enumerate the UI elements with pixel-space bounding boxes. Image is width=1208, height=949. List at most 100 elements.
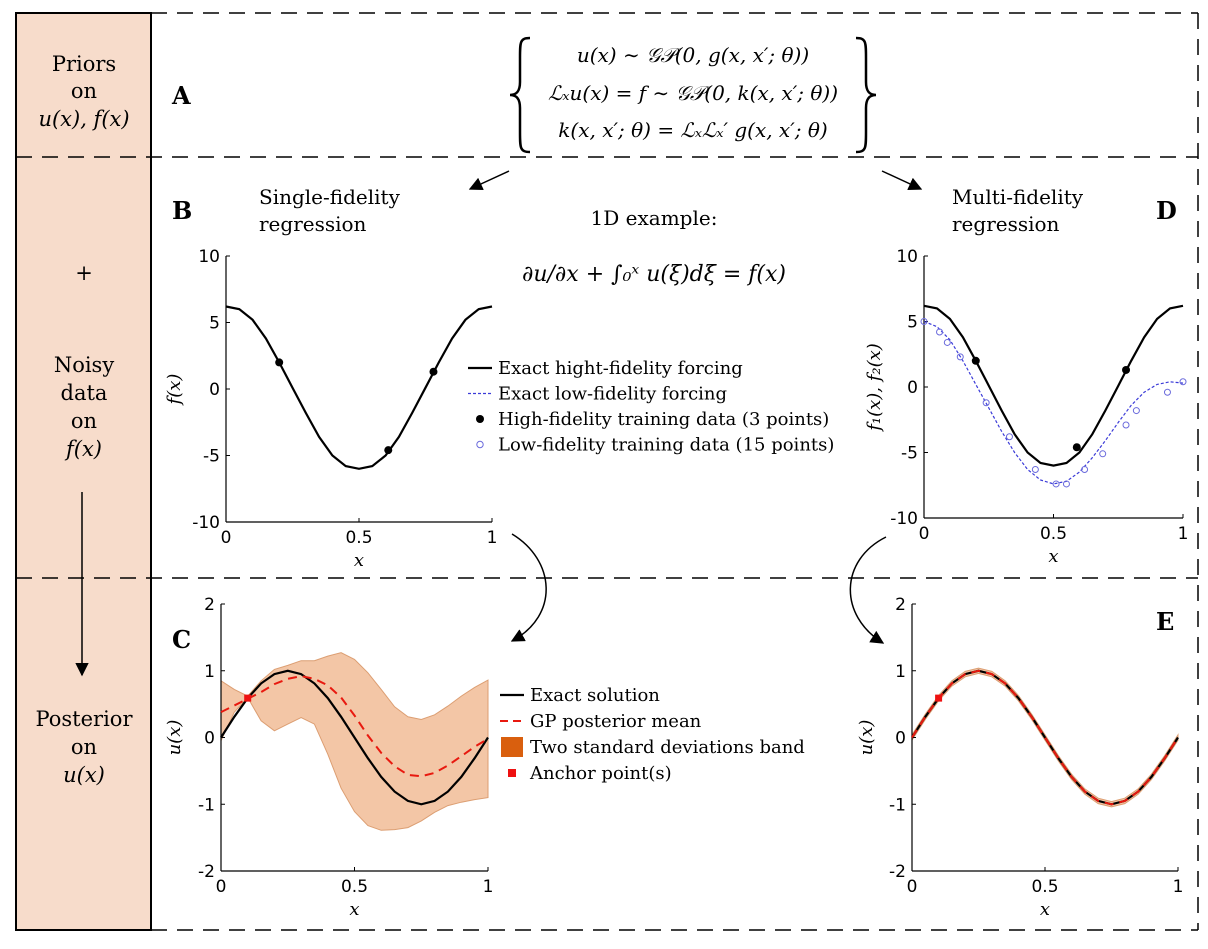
chart-d-low-fidelity-point bbox=[920, 318, 928, 325]
chart-e-x-tick-label: 0 bbox=[907, 877, 918, 897]
chart-c-x-tick-label: 1 bbox=[483, 877, 494, 897]
chart-e-y-label: u(x) bbox=[856, 720, 877, 756]
chart-d-high-fidelity-point bbox=[1122, 365, 1131, 374]
chart-b-high-fidelity-point bbox=[384, 446, 393, 455]
chart-e-x-tick-label: 1 bbox=[1173, 877, 1184, 897]
chart-c-x-tick-label: 0.5 bbox=[341, 877, 368, 897]
panel-letter-b: B bbox=[172, 196, 192, 225]
chart-e-anchor-point bbox=[935, 694, 943, 702]
legend-anchor-swatch bbox=[508, 769, 516, 777]
chart-d-low-fidelity-point bbox=[956, 353, 964, 361]
left-brace bbox=[509, 36, 531, 154]
chart-d-low-fidelity-point bbox=[1052, 480, 1060, 488]
legend-label: Two standard deviations band bbox=[530, 737, 805, 758]
sidebar-priors-vars: u(x), f(x) bbox=[38, 107, 129, 131]
chart-d-series-line-dotted bbox=[923, 320, 1184, 485]
chart-d-high-fidelity-point bbox=[1072, 443, 1081, 452]
legend-label: Exact solution bbox=[530, 685, 660, 706]
arrow-to-multi-fidelity bbox=[881, 170, 923, 191]
chart-c-y-label: u(x) bbox=[164, 720, 185, 756]
single-fidelity-title-1: Single-fidelity bbox=[259, 185, 401, 209]
multi-fidelity-title-2: regression bbox=[952, 212, 1060, 236]
chart-c-y-tick-label: -2 bbox=[198, 862, 215, 882]
legend-label: Exact hight-fidelity forcing bbox=[498, 358, 743, 379]
chart-d-low-fidelity-point bbox=[982, 399, 990, 407]
sidebar-data-var: f(x) bbox=[64, 437, 102, 461]
prior-equations: u(x) ∼ 𝒢𝒫(0, g(x, x′; θ)) ℒₓu(x) = f ∼ 𝒢… bbox=[509, 36, 877, 154]
example-equation: ∂u/∂x + ∫₀ˣ u(ξ)dξ = f(x) bbox=[522, 262, 786, 287]
chart-e-y-tick-label: -1 bbox=[889, 795, 906, 815]
chart-c-y-tick-label: 0 bbox=[204, 729, 215, 749]
chart-e-series-line-solid bbox=[911, 669, 1179, 806]
chart-d-y-tick-label: 0 bbox=[907, 378, 918, 398]
chart-d-y-tick-label: 5 bbox=[907, 313, 918, 333]
chart-d-x-tick-label: 1 bbox=[1178, 524, 1189, 544]
chart-e-series-line-dashed bbox=[911, 669, 1179, 806]
chart-b-x-tick-label: 1 bbox=[487, 528, 498, 548]
chart-c-x-label: x bbox=[349, 899, 359, 920]
chart-c-y-tick-label: 1 bbox=[204, 662, 215, 682]
chart-c-x-tick-label: 0 bbox=[216, 877, 227, 897]
legend-label: Low-fidelity training data (15 points) bbox=[498, 435, 834, 456]
chart-d-low-fidelity-point bbox=[943, 338, 951, 346]
legend-solution: Exact solution GP posterior mean Two stand… bbox=[500, 685, 805, 784]
chart-b-y-tick-label: -10 bbox=[192, 513, 220, 533]
chart-d-x-tick-label: 0 bbox=[919, 524, 930, 544]
sidebar-noisy: Noisy bbox=[54, 353, 115, 377]
arrow-single-to-posterior bbox=[510, 533, 547, 642]
sidebar-priors-on: on bbox=[71, 79, 97, 103]
chart-multi-fidelity-solution: 0 0.5 1 2 1 0 -1 -2 x u(x) bbox=[856, 595, 1183, 920]
chart-c-anchor-point bbox=[244, 694, 252, 702]
sidebar-posterior-var: u(x) bbox=[63, 763, 105, 787]
chart-c-series-line-solid bbox=[220, 669, 489, 806]
chart-d-low-fidelity-point bbox=[1179, 378, 1187, 386]
panel-letter-c: C bbox=[172, 625, 191, 654]
chart-d-y-tick-label: -10 bbox=[890, 509, 918, 529]
legend-label: GP posterior mean bbox=[530, 711, 702, 732]
legend-open-circle-swatch bbox=[476, 440, 484, 449]
chart-multi-fidelity-forcing: 0 0.5 1 10 5 0 -5 -10 x f₁(x), f₂(x) bbox=[864, 247, 1188, 567]
legend-label: Exact low-fidelity forcing bbox=[498, 384, 727, 405]
chart-d-high-fidelity-point bbox=[971, 356, 980, 365]
single-fidelity-title-2: regression bbox=[259, 212, 367, 236]
chart-c-series-line-dashed bbox=[220, 675, 489, 778]
equation-line-2: ℒₓu(x) = f ∼ 𝒢𝒫(0, k(x, x′; θ)) bbox=[548, 81, 838, 105]
chart-d-series-line-solid bbox=[923, 304, 1184, 467]
legend-filled-circle-swatch bbox=[476, 415, 484, 423]
panel-letter-a: A bbox=[171, 81, 191, 110]
chart-e-y-tick-label: -2 bbox=[889, 862, 906, 882]
chart-b-series-line-solid bbox=[225, 305, 493, 470]
chart-d-low-fidelity-point bbox=[1163, 388, 1171, 396]
chart-b-high-fidelity-point bbox=[429, 367, 438, 376]
equation-line-1: u(x) ∼ 𝒢𝒫(0, g(x, x′; θ)) bbox=[577, 43, 809, 67]
dashed-frame bbox=[16, 12, 1199, 931]
arrow-to-single-fidelity bbox=[468, 170, 510, 191]
chart-b-y-tick-label: 10 bbox=[198, 247, 220, 267]
chart-e-y-tick-label: 0 bbox=[895, 729, 906, 749]
sidebar-data-on: on bbox=[71, 409, 97, 433]
sidebar-plus: + bbox=[75, 261, 93, 285]
chart-d-y-label: f₁(x), f₂(x) bbox=[864, 343, 885, 433]
equation-line-3: k(x, x′; θ) = ℒₓℒₓ′ g(x, x′; θ) bbox=[558, 118, 827, 142]
chart-b-y-tick-label: -5 bbox=[203, 447, 220, 467]
sidebar-posterior: Posterior bbox=[35, 707, 133, 731]
chart-single-fidelity-forcing: 0 0.5 1 10 5 0 -5 -10 x f(x) bbox=[164, 247, 497, 571]
right-brace bbox=[855, 36, 877, 154]
chart-b-x-tick-label: 0 bbox=[221, 528, 232, 548]
chart-d-low-fidelity-point bbox=[1005, 433, 1013, 441]
multi-fidelity-title-1: Multi-fidelity bbox=[952, 185, 1084, 209]
sidebar-panel bbox=[15, 12, 152, 931]
legend-forcing: Exact hight-fidelity forcing Exact low-fi… bbox=[468, 358, 834, 456]
chart-d-x-label: x bbox=[1048, 546, 1058, 567]
chart-d-low-fidelity-point bbox=[1132, 407, 1140, 415]
sidebar-data: data bbox=[61, 381, 108, 405]
chart-d-low-fidelity-point bbox=[1081, 466, 1089, 474]
legend-label: Anchor point(s) bbox=[529, 763, 672, 784]
chart-b-x-label: x bbox=[354, 550, 364, 571]
chart-d-y-tick-label: 10 bbox=[896, 247, 918, 267]
panel-letter-d: D bbox=[1156, 196, 1177, 225]
chart-single-fidelity-solution: 0 0.5 1 2 1 0 -1 -2 x u(x) bbox=[164, 595, 493, 920]
example-title: 1D example: bbox=[591, 206, 718, 230]
chart-b-y-label: f(x) bbox=[164, 374, 185, 407]
sidebar-priors-title: Priors bbox=[52, 52, 116, 76]
